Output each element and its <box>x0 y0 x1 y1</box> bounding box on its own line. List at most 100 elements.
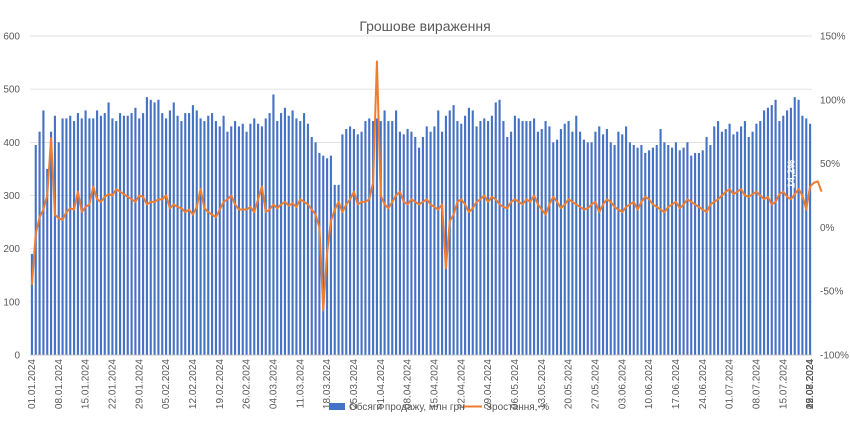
bar <box>429 131 432 355</box>
y-left-tick-label: 400 <box>3 138 20 149</box>
bar <box>621 134 624 355</box>
bar-series <box>30 94 812 356</box>
bar <box>199 118 202 356</box>
bar <box>540 129 543 355</box>
bar <box>153 102 156 355</box>
bar <box>84 110 87 355</box>
x-axis: 01.01.2024 08.01.2024 15.01.2024 22.01.2024… <box>27 354 816 409</box>
x-tick-label: 22.07.2024 <box>805 359 816 409</box>
x-tick-label: 03.06.2024 <box>617 359 628 409</box>
bar <box>410 131 413 355</box>
bar <box>743 121 746 355</box>
bar <box>632 144 635 355</box>
bar <box>644 152 647 355</box>
bar <box>682 147 685 355</box>
x-tick-label: 24.06.2024 <box>698 359 709 409</box>
bar <box>310 137 313 355</box>
bar <box>115 121 118 355</box>
bar <box>80 118 83 356</box>
y-left-tick-label: 100 <box>3 297 20 308</box>
y-right-tick-label: -50% <box>820 287 843 298</box>
bar <box>387 121 390 355</box>
bar <box>667 144 670 355</box>
bar <box>414 137 417 355</box>
bar <box>280 113 283 355</box>
bar <box>475 126 478 355</box>
bar <box>464 115 467 355</box>
bar <box>375 118 378 356</box>
bar <box>786 110 789 355</box>
bar <box>452 105 455 355</box>
bar <box>379 121 382 355</box>
legend-label-bars: Обсяги продажу, млн грн <box>349 401 465 413</box>
bar <box>628 142 631 355</box>
bar <box>211 113 214 355</box>
bar <box>651 147 654 355</box>
bar <box>145 97 148 356</box>
bar <box>176 115 179 355</box>
y-right-tick-label: -100% <box>820 351 849 362</box>
x-tick-label: 04.03.2024 <box>268 359 279 409</box>
x-tick-label: 08.01.2024 <box>54 359 65 409</box>
bar <box>694 152 697 355</box>
bar <box>770 105 773 355</box>
bar <box>720 131 723 355</box>
bar <box>107 102 110 355</box>
bar <box>602 134 605 355</box>
bar <box>467 107 470 356</box>
bar <box>341 134 344 355</box>
chart-title: Грошове вираження <box>359 18 490 34</box>
x-tick-label: 29.04.2024 <box>483 359 494 409</box>
bar <box>701 150 704 355</box>
x-tick-label: 15.04.2024 <box>429 359 440 409</box>
bar <box>134 107 137 356</box>
bar <box>444 115 447 355</box>
bar <box>111 118 114 356</box>
bar <box>364 121 367 355</box>
bar <box>736 131 739 355</box>
x-tick-label: 12.08.2024 <box>805 359 816 409</box>
bar <box>655 144 658 355</box>
x-tick-label: 15.07.2024 <box>778 359 789 409</box>
bar <box>188 113 191 355</box>
bar <box>360 131 363 355</box>
bar <box>605 129 608 355</box>
bar <box>207 115 210 355</box>
bar <box>575 115 578 355</box>
bar <box>184 113 187 355</box>
legend-label-line: Зростання, % <box>486 402 549 413</box>
bar <box>96 110 99 355</box>
bar <box>130 113 133 355</box>
bar <box>774 99 777 355</box>
bar <box>460 123 463 355</box>
y-axis-right: -100% -50% 0% 50% 100% 150% <box>820 32 849 362</box>
bar <box>383 110 386 355</box>
bar <box>291 110 294 355</box>
x-tick-label: 20.05.2024 <box>564 359 575 409</box>
bar <box>329 155 332 355</box>
bar <box>180 121 183 355</box>
x-tick-label: 29.07.2024 <box>805 359 816 409</box>
bar <box>345 129 348 355</box>
y-left-tick-label: 200 <box>3 244 20 255</box>
bar <box>548 126 551 355</box>
x-tick-label: 05.08.2024 <box>805 359 816 409</box>
bar <box>237 126 240 355</box>
bar <box>625 126 628 355</box>
bar <box>517 118 520 356</box>
bar <box>479 121 482 355</box>
bar <box>690 155 693 355</box>
bar <box>57 142 60 355</box>
bar <box>483 118 486 356</box>
bar <box>755 123 758 355</box>
y-right-tick-label: 100% <box>820 95 846 106</box>
bar <box>678 150 681 355</box>
bar <box>73 121 76 355</box>
bar <box>571 131 574 355</box>
bar <box>425 126 428 355</box>
bar <box>805 118 808 356</box>
bar <box>717 121 720 355</box>
bar <box>797 99 800 355</box>
